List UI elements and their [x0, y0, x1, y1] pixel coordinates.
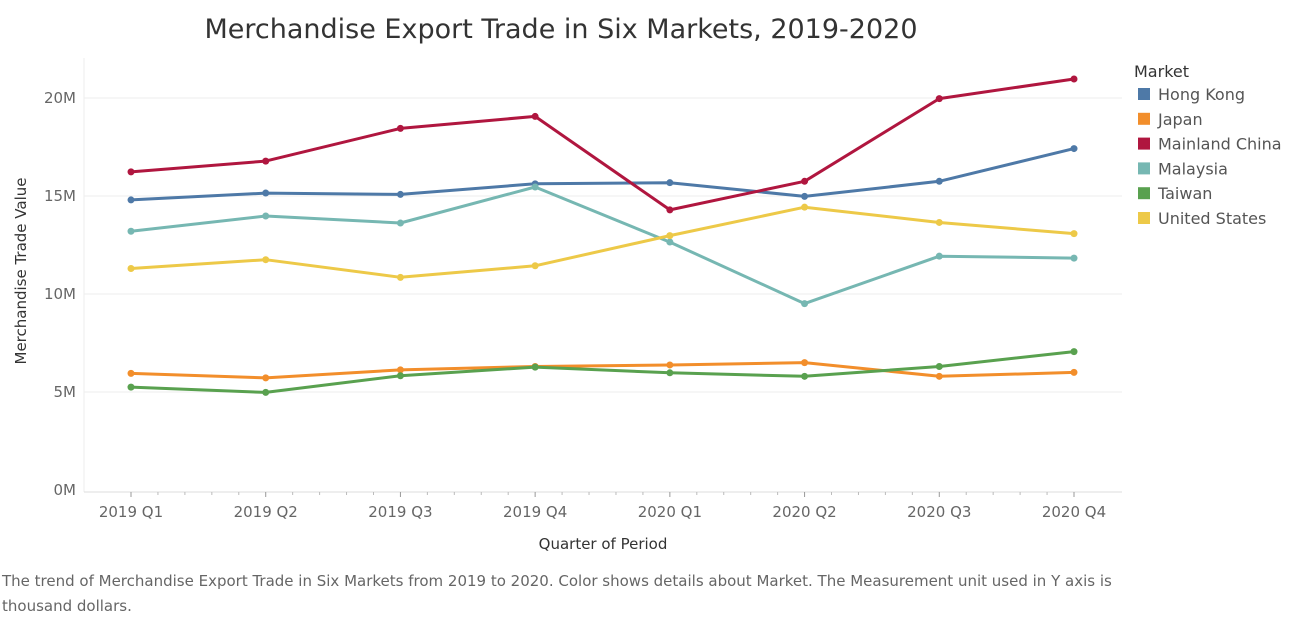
data-point-taiwan [262, 388, 270, 396]
y-tick-label: 5M [54, 383, 77, 401]
data-point-united-states [801, 203, 809, 211]
data-point-hong-kong [801, 192, 809, 200]
y-tick-label: 20M [44, 89, 76, 107]
legend-label: Mainland China [1158, 135, 1282, 154]
x-minor-ticks [157, 492, 1048, 495]
data-point-taiwan [396, 372, 404, 380]
x-tick-label: 2020 Q1 [638, 503, 702, 521]
x-tick-label: 2020 Q4 [1042, 503, 1106, 521]
data-point-malaysia [935, 252, 943, 260]
data-point-malaysia [1070, 254, 1078, 262]
data-point-hong-kong [1070, 145, 1078, 153]
y-tick-label: 10M [44, 285, 76, 303]
legend-label: Malaysia [1158, 159, 1228, 178]
data-point-mainland-china [935, 95, 943, 103]
data-point-japan [262, 374, 270, 382]
data-point-japan [666, 361, 674, 369]
line-chart: Merchandise Export Trade in Six Markets,… [12, 14, 1282, 553]
data-point-japan [1070, 368, 1078, 376]
series-points [127, 75, 1078, 396]
x-tick-label: 2019 Q4 [503, 503, 567, 521]
y-axis-title: Merchandise Trade Value [12, 178, 30, 365]
data-point-hong-kong [396, 190, 404, 198]
data-point-united-states [127, 265, 135, 273]
chart-caption: The trend of Merchandise Export Trade in… [2, 572, 1112, 615]
x-tick-label: 2020 Q3 [907, 503, 971, 521]
series-line-hong-kong [129, 147, 1076, 202]
data-point-taiwan [127, 383, 135, 391]
legend-swatch [1138, 88, 1150, 100]
series-line-mainland-china [129, 77, 1076, 212]
legend-swatch [1138, 187, 1150, 200]
data-point-mainland-china [531, 112, 539, 120]
data-point-hong-kong [127, 196, 135, 204]
data-point-japan [801, 359, 809, 367]
legend-swatch [1138, 112, 1150, 125]
x-axis-title: Quarter of Period [539, 535, 668, 553]
data-point-mainland-china [262, 157, 270, 165]
data-point-mainland-china [127, 168, 135, 176]
data-point-hong-kong [935, 177, 943, 185]
gridlines [84, 97, 1122, 393]
data-point-taiwan [666, 369, 674, 377]
data-point-united-states [1070, 230, 1078, 238]
series-line-taiwan [129, 350, 1076, 394]
x-tick-label: 2019 Q2 [234, 503, 298, 521]
legend: Market Hong Kong Japan Mainland China Malay… [1134, 62, 1282, 228]
data-point-hong-kong [666, 179, 674, 187]
y-tick-label: 15M [44, 187, 76, 205]
data-point-taiwan [935, 363, 943, 371]
x-tick-label: 2019 Q3 [368, 503, 432, 521]
legend-swatch [1138, 137, 1150, 150]
legend-title: Market [1134, 62, 1189, 81]
legend-label: Taiwan [1157, 184, 1212, 203]
series-line-united-states [129, 205, 1076, 279]
data-point-malaysia [531, 183, 539, 191]
data-point-japan [127, 369, 135, 377]
data-point-taiwan [801, 372, 809, 380]
y-axis-ticks: 0M 5M 10M 15M 20M [44, 89, 76, 499]
data-point-united-states [935, 218, 943, 226]
data-point-united-states [666, 232, 674, 240]
series-lines [129, 77, 1076, 394]
data-point-malaysia [127, 227, 135, 235]
data-point-hong-kong [262, 189, 270, 197]
data-point-united-states [396, 273, 404, 281]
chart-title: Merchandise Export Trade in Six Markets,… [204, 14, 917, 45]
x-tick-label: 2020 Q2 [772, 503, 836, 521]
data-point-japan [935, 372, 943, 380]
data-point-united-states [262, 256, 270, 264]
data-point-mainland-china [396, 124, 404, 132]
data-point-malaysia [396, 219, 404, 227]
legend-label: Japan [1157, 110, 1203, 129]
data-point-malaysia [666, 238, 674, 246]
data-point-mainland-china [801, 177, 809, 185]
data-point-malaysia [262, 212, 270, 220]
data-point-malaysia [801, 300, 809, 308]
data-point-taiwan [1070, 348, 1078, 356]
legend-swatch [1138, 212, 1150, 224]
series-line-malaysia [129, 185, 1076, 306]
data-point-united-states [531, 262, 539, 270]
data-point-mainland-china [666, 206, 674, 214]
legend-swatch [1138, 162, 1150, 175]
data-point-japan [396, 366, 404, 374]
series-line-japan [129, 361, 1076, 380]
legend-label: United States [1158, 209, 1266, 228]
x-tick-label: 2019 Q1 [99, 503, 163, 521]
legend-label: Hong Kong [1158, 85, 1245, 104]
data-point-mainland-china [1070, 75, 1078, 83]
x-axis-ticks: 2019 Q1 2019 Q2 2019 Q3 2019 Q4 2020 Q1 2020 … [99, 492, 1106, 521]
data-point-taiwan [531, 363, 539, 371]
y-tick-label: 0M [54, 481, 77, 499]
